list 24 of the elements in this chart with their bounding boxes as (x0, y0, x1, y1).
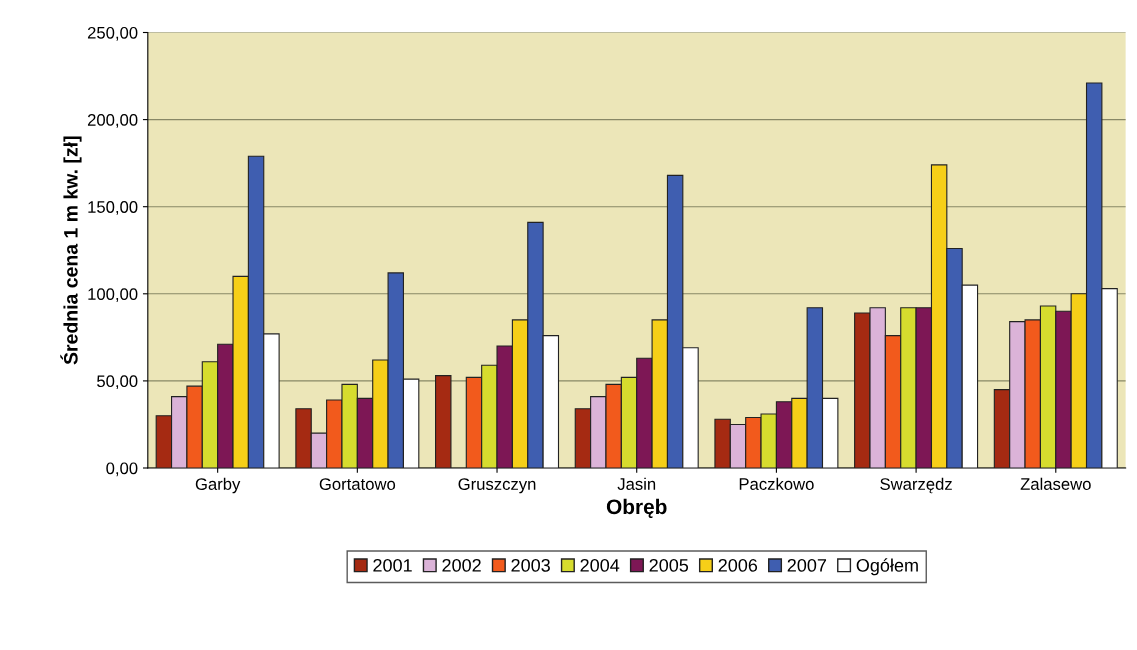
x-tick-label: Gortatowo (319, 478, 396, 490)
y-tick-label: 100,00 (88, 288, 138, 302)
legend-label: 2006 (718, 558, 758, 572)
x-tick-label: Garby (195, 477, 241, 494)
y-tick-label: 200,00 (87, 114, 138, 128)
y-tick-label: 0,00 (106, 462, 138, 477)
bar (435, 375, 452, 468)
y-tick-label: 150,00 (88, 201, 138, 215)
y-tick-label: 250,00 (87, 26, 138, 41)
x-tick-label: Jasin (617, 477, 656, 490)
y-tick-label: 50,00 (97, 375, 138, 390)
legend-label: 2007 (787, 558, 827, 572)
legend-label: 2002 (442, 558, 481, 572)
x-tick-label: Swarzędz (880, 477, 952, 494)
legend-label: Ogółem (856, 558, 918, 576)
x-tick-label: Gruszczyn (458, 478, 536, 494)
legend-label: 2001 (373, 558, 412, 572)
legend-label: 2003 (511, 558, 550, 572)
legend-label: 2005 (649, 558, 689, 572)
x-tick-label: Zalasewo (1020, 477, 1091, 490)
legend-label: 2004 (580, 558, 620, 572)
x-axis-title: Obręb (606, 498, 667, 519)
x-tick-label: Paczkowo (739, 477, 814, 490)
y-axis-title: Średnia cena 1 m kw. [zł] (60, 136, 82, 365)
